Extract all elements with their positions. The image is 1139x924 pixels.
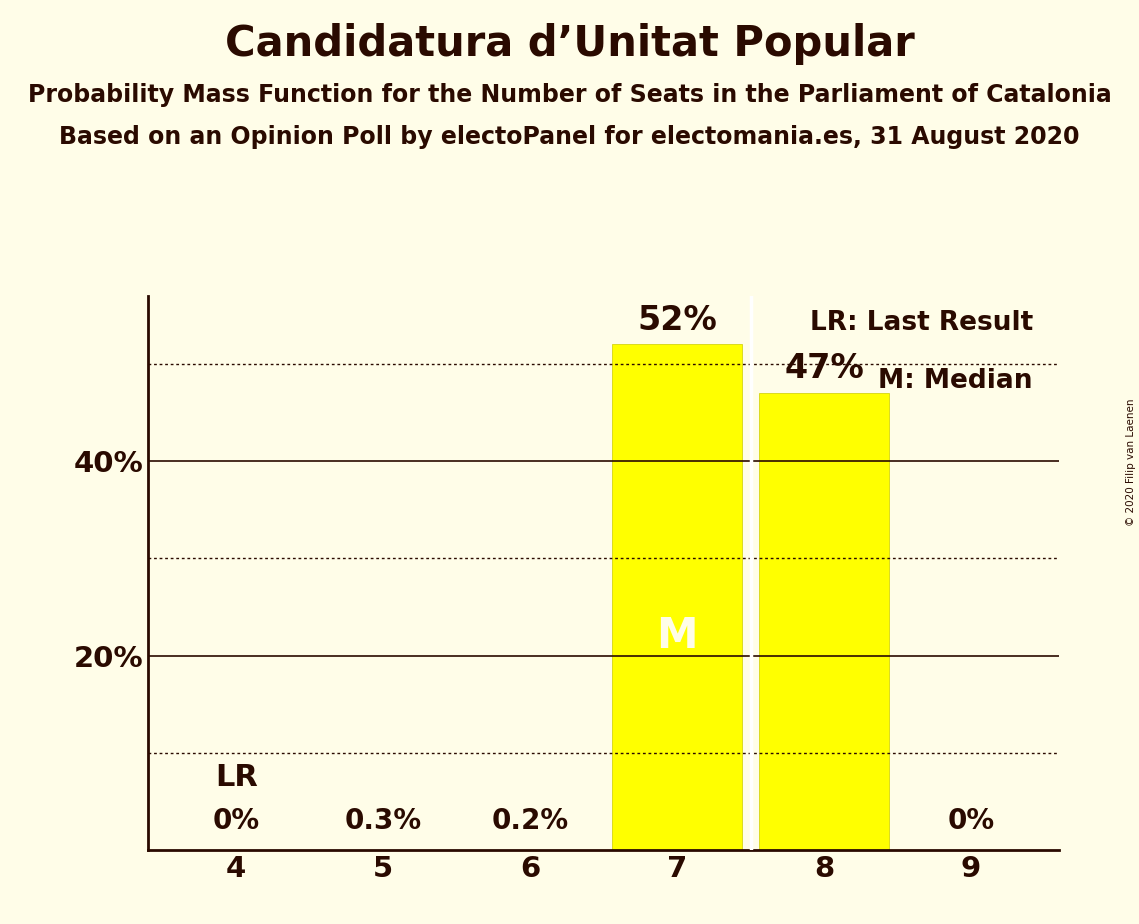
Text: 0%: 0%: [948, 808, 994, 835]
Text: © 2020 Filip van Laenen: © 2020 Filip van Laenen: [1126, 398, 1136, 526]
Text: 0.3%: 0.3%: [345, 808, 421, 835]
Text: 47%: 47%: [785, 352, 865, 385]
Bar: [319, 847, 448, 850]
Text: Probability Mass Function for the Number of Seats in the Parliament of Catalonia: Probability Mass Function for the Number…: [27, 83, 1112, 107]
Text: M: Median: M: Median: [878, 368, 1033, 394]
Text: 0%: 0%: [213, 808, 260, 835]
Bar: [172, 848, 301, 850]
Text: 52%: 52%: [638, 303, 718, 336]
Text: LR: Last Result: LR: Last Result: [810, 310, 1033, 335]
Text: 0.2%: 0.2%: [492, 808, 568, 835]
Text: Candidatura d’Unitat Popular: Candidatura d’Unitat Popular: [224, 23, 915, 65]
Bar: [613, 345, 741, 850]
Text: LR: LR: [215, 762, 257, 792]
Text: Based on an Opinion Poll by electoPanel for electomania.es, 31 August 2020: Based on an Opinion Poll by electoPanel …: [59, 125, 1080, 149]
Text: M: M: [656, 615, 698, 657]
Bar: [907, 848, 1035, 850]
Bar: [466, 848, 595, 850]
Bar: [760, 393, 888, 850]
